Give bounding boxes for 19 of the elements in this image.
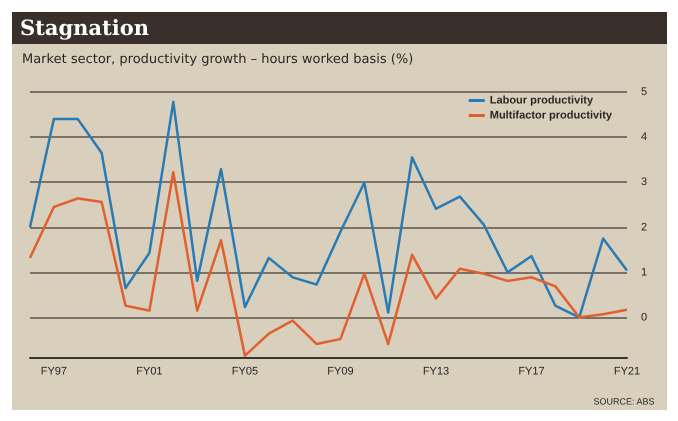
- x-tick-label: FY97: [40, 366, 68, 378]
- x-tick-label: FY21: [614, 366, 640, 378]
- legend-label: Multifactor productivity: [490, 110, 613, 122]
- x-tick-label: FY17: [518, 366, 545, 378]
- y-tick-label: 3: [641, 176, 648, 188]
- chart-title: Stagnation: [12, 12, 667, 44]
- y-tick-label: 5: [641, 86, 648, 98]
- y-tick-label: 4: [641, 131, 648, 144]
- line-series: [28, 171, 628, 357]
- legend-label: Labour productivity: [490, 94, 594, 106]
- chart-subtitle: Market sector, productivity growth – hours worked basis (%): [21, 51, 414, 69]
- x-tick-label: FY09: [327, 366, 354, 378]
- x-tick-label: FY13: [422, 366, 450, 378]
- x-tick-label: FY05: [232, 366, 258, 378]
- x-tick-label: FY01: [136, 366, 163, 378]
- y-tick-label: 0: [641, 311, 648, 324]
- y-tick-label: 1: [641, 266, 648, 278]
- source-note: SOURCE: ABS: [593, 396, 655, 406]
- y-tick-label: 2: [641, 221, 648, 234]
